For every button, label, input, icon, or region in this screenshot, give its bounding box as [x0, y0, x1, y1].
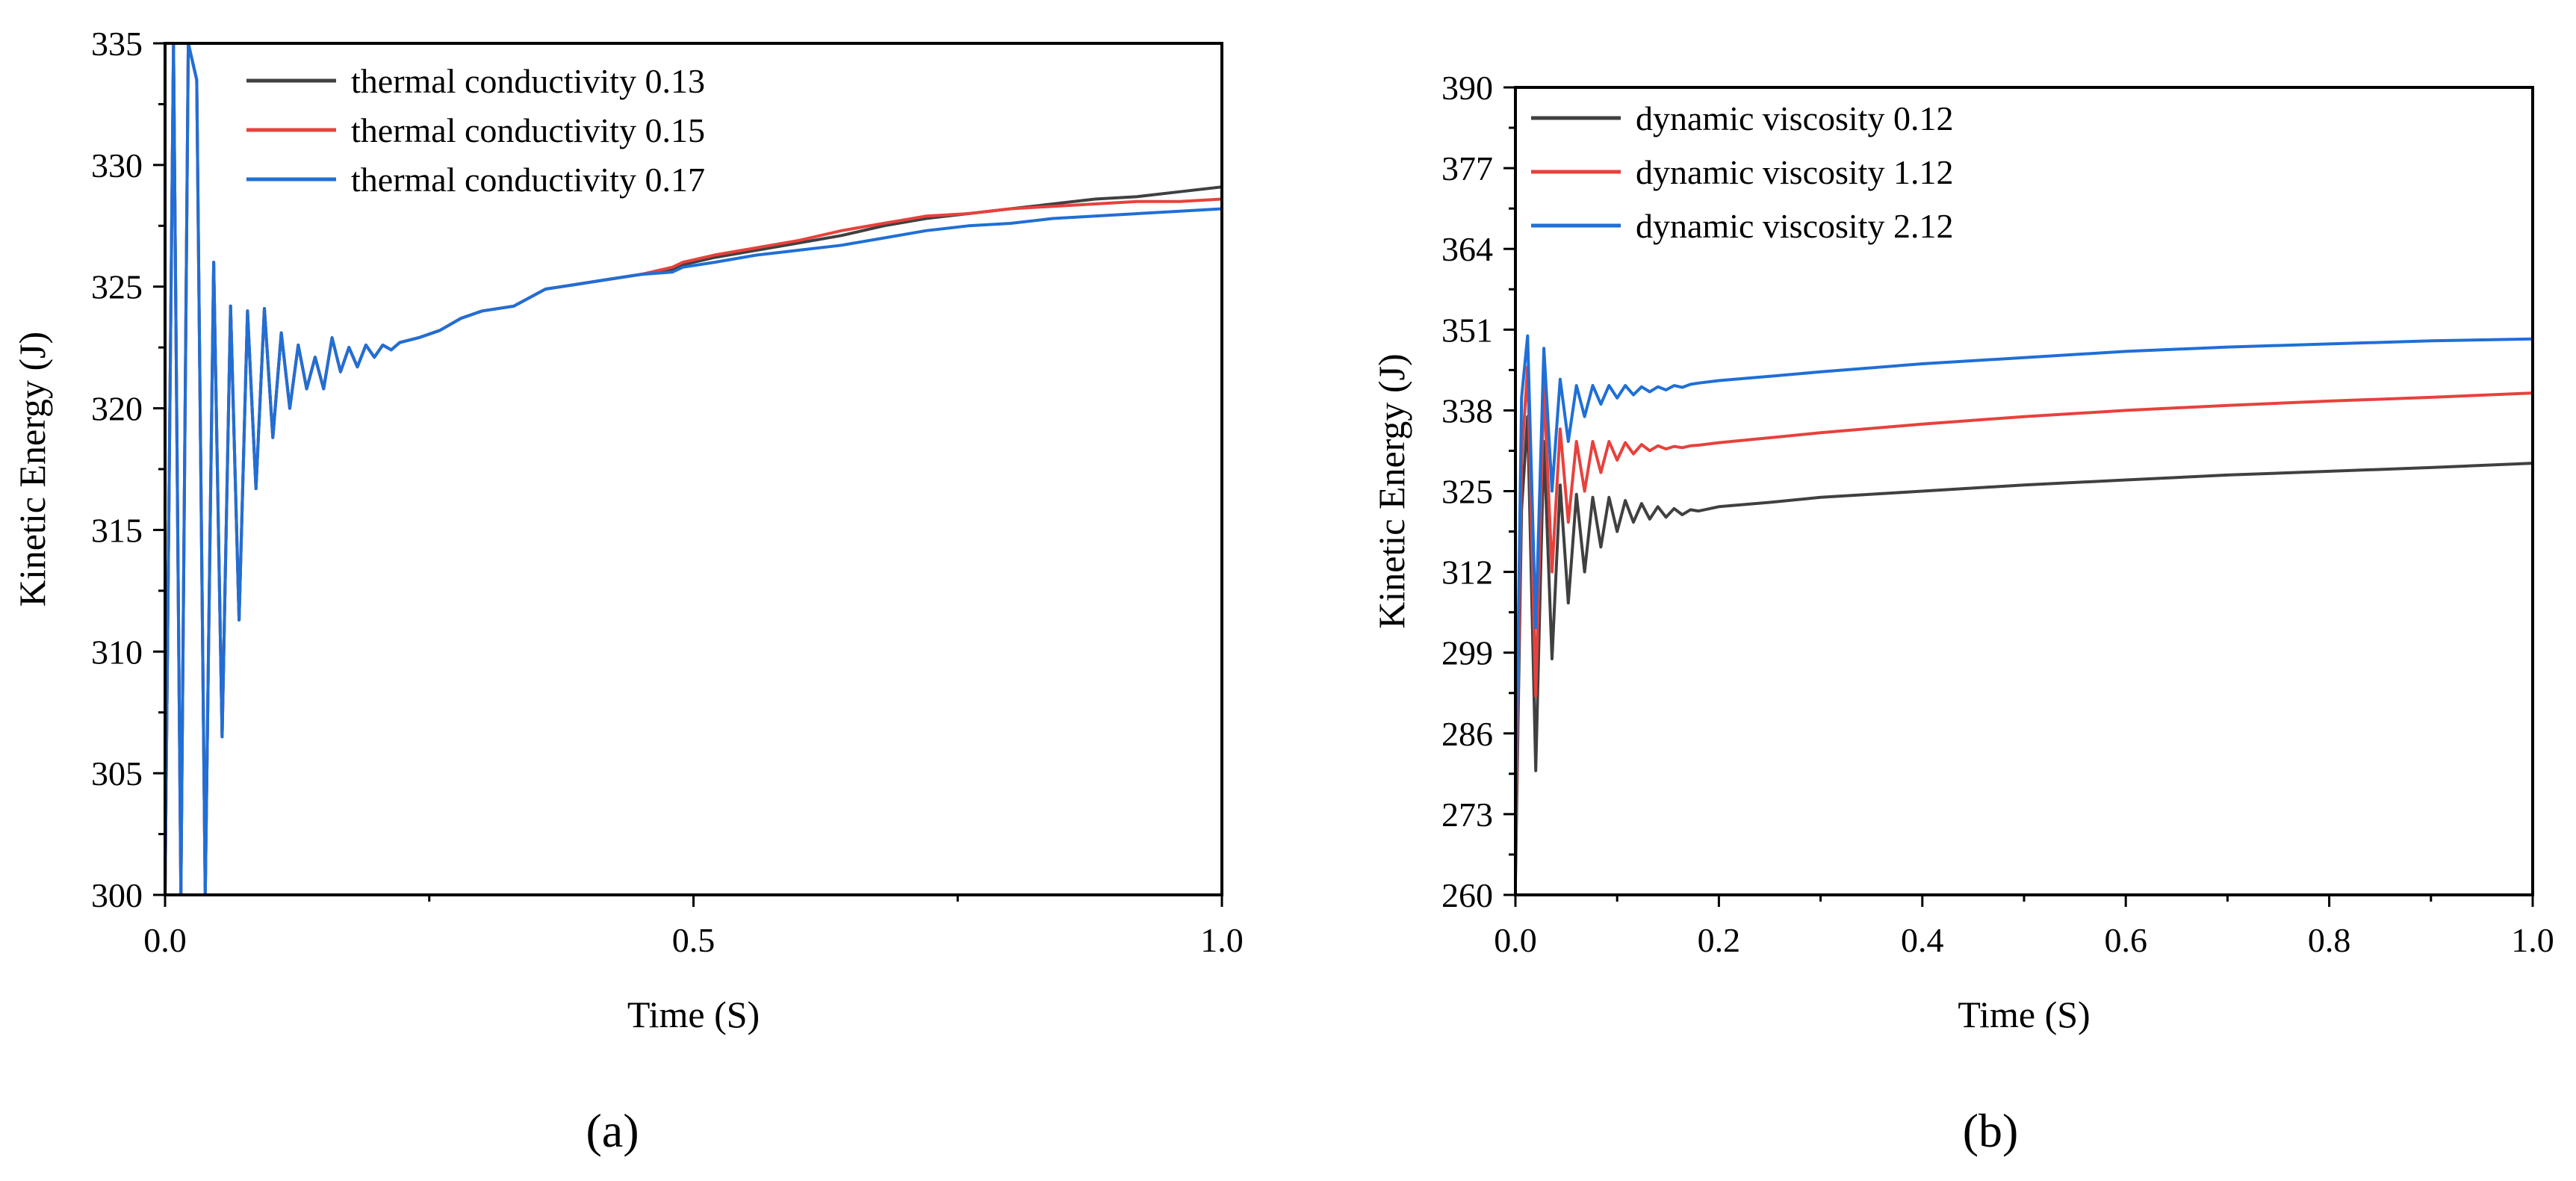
x-tick-label: 0.2	[1698, 921, 1741, 959]
y-tick-label: 338	[1441, 391, 1493, 430]
y-tick-label: 330	[91, 146, 143, 185]
y-axis-label: Kinetic Energy (J)	[11, 332, 53, 607]
x-tick-label: 0.0	[1494, 921, 1537, 959]
y-tick-label: 305	[91, 754, 143, 793]
series-line-2	[1515, 365, 2533, 860]
panel-label: (a)	[586, 1104, 639, 1157]
y-tick-label: 320	[91, 390, 143, 428]
x-tick-label: 0.5	[672, 921, 716, 959]
y-axis-label: Kinetic Energy (J)	[1371, 353, 1412, 628]
y-tick-label: 273	[1441, 796, 1493, 834]
x-tick-label: 1.0	[1200, 921, 1244, 959]
series-line-1	[1515, 415, 2533, 884]
y-tick-label: 312	[1441, 554, 1493, 592]
y-tick-label: 325	[1441, 473, 1493, 511]
series-line-3	[1515, 334, 2533, 834]
legend-label-2: dynamic viscosity 1.12	[1636, 153, 1953, 191]
x-axis-label: Time (S)	[1958, 994, 2090, 1035]
panel-label: (b)	[1963, 1104, 2019, 1157]
y-tick-label: 286	[1441, 715, 1493, 753]
chart-panel-b: 0.0 0.2 0.4 0.6 0.8 1.0 260 273 286 299 312 325 338 3…	[1371, 69, 2554, 1157]
legend-label-2: thermal conductivity 0.15	[351, 111, 705, 149]
y-tick-label: 325	[91, 268, 143, 306]
x-tick-label: 0.4	[1901, 921, 1944, 959]
y-tick-label: 351	[1441, 311, 1493, 349]
x-tick-label: 0.6	[2104, 921, 2147, 959]
chart-panel-a: 0.0 0.5 1.0 300 305 310 315 320 325 330 335 Time (S…	[11, 25, 1244, 1157]
y-tick-label: 299	[1441, 634, 1493, 672]
y-tick-label: 315	[91, 511, 143, 549]
y-tick-label: 335	[91, 25, 143, 63]
x-tick-label: 0.0	[143, 921, 187, 959]
series-line-3	[165, 43, 1222, 895]
legend-label-3: thermal conductivity 0.17	[351, 161, 705, 199]
y-tick-label: 377	[1441, 149, 1493, 187]
y-tick-label: 260	[1441, 876, 1493, 914]
legend-label-1: dynamic viscosity 0.12	[1636, 99, 1953, 137]
y-tick-label: 300	[91, 876, 143, 914]
x-tick-label: 1.0	[2511, 921, 2554, 959]
legend-label-3: dynamic viscosity 2.12	[1636, 207, 1953, 245]
legend-label-1: thermal conductivity 0.13	[351, 62, 705, 100]
y-tick-label: 310	[91, 633, 143, 671]
x-tick-label: 0.8	[2308, 921, 2351, 959]
y-tick-label: 390	[1441, 69, 1493, 107]
x-axis-label: Time (S)	[627, 994, 760, 1035]
y-tick-label: 364	[1441, 230, 1493, 268]
